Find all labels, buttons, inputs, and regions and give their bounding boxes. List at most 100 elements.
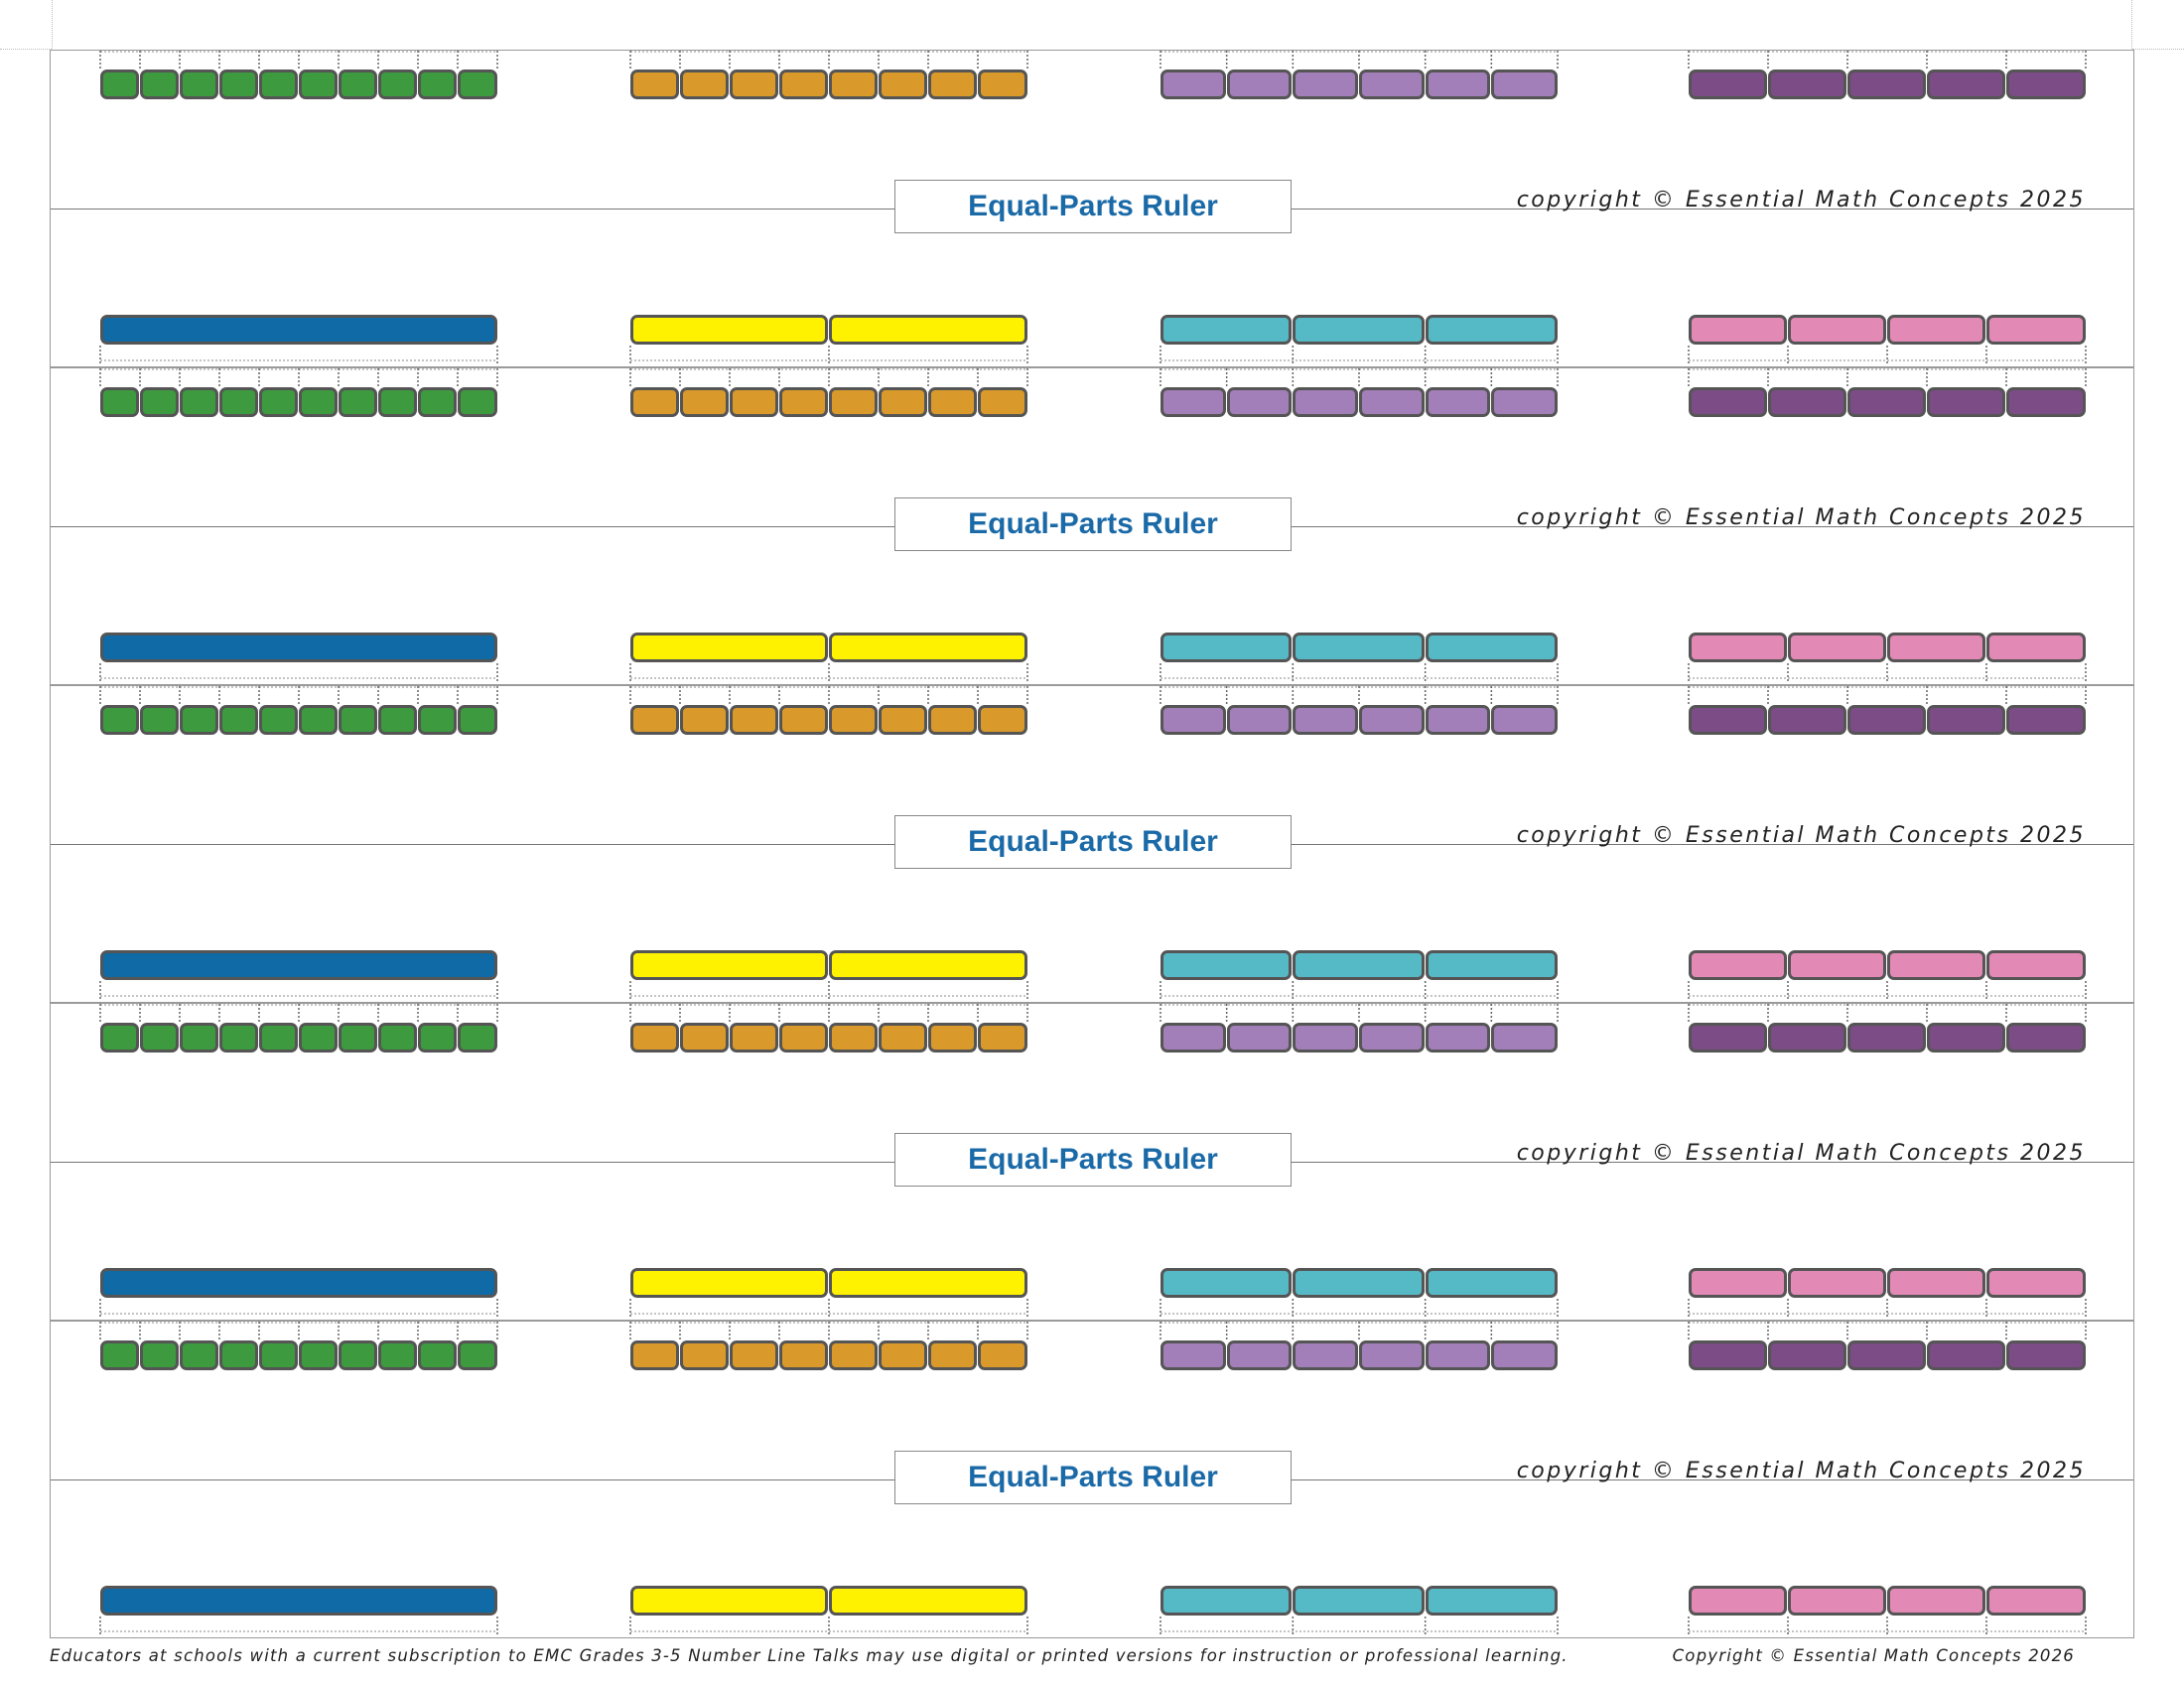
ruler-copyright: copyright © Essential Math Concepts 2025 (1516, 823, 2086, 848)
plum-bar-part (1768, 1340, 1846, 1370)
green-bar-part (458, 705, 497, 735)
green-bar-part (140, 70, 179, 99)
green-bar-part (378, 1340, 417, 1370)
orange-bar-part (928, 387, 977, 417)
orange-bar-ticks (629, 1322, 1028, 1339)
green-bar-ticks (99, 686, 498, 704)
lavender-bar-part (1359, 1340, 1425, 1370)
orange-bar-part (928, 1023, 977, 1053)
orange-bar-ticks (629, 51, 1028, 69)
green-bar-part (100, 705, 139, 735)
lavender-bar-part (1293, 1023, 1358, 1053)
orange-bar-part (879, 1023, 927, 1053)
lavender-bar-part (1293, 70, 1358, 99)
lavender-bar-part (1425, 1340, 1491, 1370)
orange-bar-part (879, 1340, 927, 1370)
lavender-bar-part (1491, 1023, 1558, 1053)
green-bar-part (418, 387, 457, 417)
pink-bar-part (1986, 315, 2086, 345)
teal-bar-part (1425, 315, 1558, 345)
green-bar-part (378, 387, 417, 417)
yellow-bar-part (829, 315, 1027, 345)
green-bar-part (100, 387, 139, 417)
orange-bar-part (630, 1340, 679, 1370)
yellow-bar-part (829, 1268, 1027, 1298)
green-bar-part (100, 1023, 139, 1053)
teal-bar-ticks (1160, 663, 1559, 681)
green-bar-part (140, 387, 179, 417)
green-bar-ticks (99, 1322, 498, 1339)
teal-bar-part (1160, 950, 1293, 980)
green-bar-part (339, 1023, 377, 1053)
orange-bar-part (630, 70, 679, 99)
crop-marks-top (52, 0, 2132, 49)
plum-bar-part (1768, 1023, 1846, 1053)
teal-bar-part (1293, 1586, 1425, 1616)
plum-bar-part (2006, 705, 2086, 735)
yellow-bar-ticks (629, 346, 1028, 363)
pink-bar-part (1986, 950, 2086, 980)
green-bar-part (219, 1340, 258, 1370)
blue-bar-ticks (99, 663, 498, 681)
yellow-bar-ticks (629, 663, 1028, 681)
plum-bar-part (1847, 1023, 1926, 1053)
green-bar-part (299, 70, 338, 99)
lavender-bar-part (1160, 387, 1226, 417)
green-bar-part (299, 705, 338, 735)
green-bar-ticks (99, 51, 498, 69)
pink-bar-ticks (1688, 1299, 2087, 1317)
plum-bar-part (2006, 70, 2086, 99)
pink-bar-part (1887, 950, 1985, 980)
equal-parts-ruler: Equal-Parts Ruler copyright © Essential M… (50, 685, 2134, 1003)
green-bar-part (219, 1023, 258, 1053)
pink-bar-part (1689, 315, 1787, 345)
ruler-copyright: copyright © Essential Math Concepts 2025 (1516, 1141, 2086, 1166)
yellow-bar-part (829, 1586, 1027, 1616)
yellow-bar-part (630, 1268, 828, 1298)
yellow-bar-ticks (629, 1299, 1028, 1317)
green-bar-part (339, 705, 377, 735)
orange-bar-part (730, 387, 778, 417)
orange-bar-part (730, 705, 778, 735)
orange-bar-part (680, 705, 729, 735)
orange-bar-part (928, 705, 977, 735)
plum-bar-part (2006, 387, 2086, 417)
lavender-bar-part (1425, 70, 1491, 99)
orange-bar-part (680, 1023, 729, 1053)
green-bar-part (299, 1340, 338, 1370)
green-bar-part (180, 70, 218, 99)
lavender-bar-ticks (1160, 1322, 1559, 1339)
green-bar-part (180, 387, 218, 417)
lavender-bar-part (1359, 70, 1425, 99)
green-bar-ticks (99, 1004, 498, 1022)
orange-bar-part (978, 1023, 1027, 1053)
orange-bar-part (779, 705, 828, 735)
lavender-bar-part (1425, 387, 1491, 417)
pink-bar-part (1689, 633, 1787, 662)
orange-bar-part (680, 1340, 729, 1370)
plum-bar-ticks (1688, 686, 2087, 704)
lavender-bar-part (1425, 705, 1491, 735)
lavender-bar-part (1293, 705, 1358, 735)
lavender-bar-part (1226, 705, 1293, 735)
lavender-bar-part (1160, 70, 1226, 99)
green-bar-part (299, 387, 338, 417)
orange-bar-part (978, 70, 1027, 99)
pink-bar-ticks (1688, 346, 2087, 363)
plum-bar-part (1927, 70, 2005, 99)
plum-bar-part (1689, 1023, 1767, 1053)
blue-bar-part (100, 315, 497, 345)
orange-bar-part (779, 70, 828, 99)
lavender-bar-part (1359, 387, 1425, 417)
lavender-bar-part (1359, 705, 1425, 735)
pink-bar-part (1788, 315, 1886, 345)
teal-bar-part (1160, 1268, 1293, 1298)
footer-license-note: Educators at schools with a current subs… (50, 1646, 1569, 1665)
green-bar-part (140, 1340, 179, 1370)
yellow-bar-part (630, 633, 828, 662)
orange-bar-part (779, 387, 828, 417)
pink-bar-ticks (1688, 663, 2087, 681)
teal-bar-part (1160, 1586, 1293, 1616)
equal-parts-ruler: Equal-Parts Ruler copyright © Essential M… (50, 1321, 2134, 1638)
